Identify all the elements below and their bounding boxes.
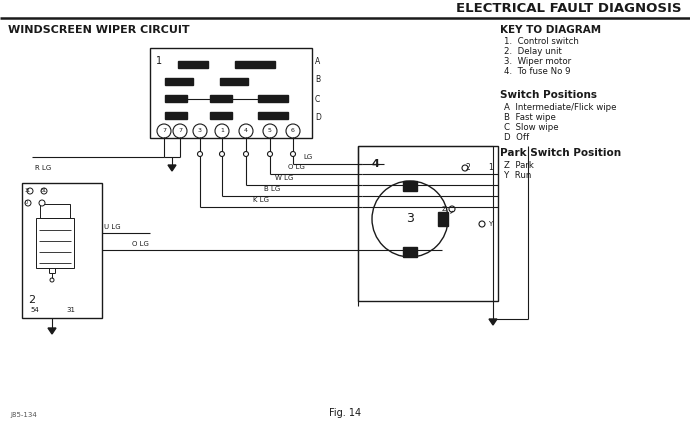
- Text: 3.  Wiper motor: 3. Wiper motor: [504, 58, 571, 66]
- Bar: [210, 112, 232, 119]
- Text: B: B: [315, 75, 320, 84]
- Text: B LG: B LG: [264, 186, 280, 192]
- Circle shape: [359, 193, 364, 199]
- Circle shape: [263, 124, 277, 138]
- Circle shape: [193, 124, 207, 138]
- Bar: [403, 247, 417, 257]
- Text: R LG: R LG: [35, 165, 51, 171]
- Circle shape: [290, 152, 295, 156]
- Text: 7: 7: [178, 129, 182, 133]
- Text: Y: Y: [488, 221, 492, 227]
- Circle shape: [239, 124, 253, 138]
- Text: C  Slow wipe: C Slow wipe: [504, 124, 559, 132]
- Bar: [22, 183, 102, 318]
- Circle shape: [27, 188, 33, 194]
- Bar: [165, 95, 187, 102]
- Circle shape: [39, 200, 45, 206]
- Text: ELECTRICAL FAULT DIAGNOSIS: ELECTRICAL FAULT DIAGNOSIS: [457, 2, 682, 14]
- Text: Fig. 14: Fig. 14: [329, 408, 361, 418]
- Circle shape: [359, 172, 364, 176]
- Text: KEY TO DIAGRAM: KEY TO DIAGRAM: [500, 25, 601, 35]
- Text: 3: 3: [198, 129, 202, 133]
- Circle shape: [359, 204, 364, 210]
- Text: 1: 1: [489, 164, 493, 173]
- Circle shape: [41, 188, 47, 194]
- Circle shape: [372, 181, 448, 257]
- Text: Z  Park: Z Park: [504, 161, 534, 170]
- Text: Park Switch Position: Park Switch Position: [500, 148, 621, 158]
- Text: A  Intermediate/Flick wipe: A Intermediate/Flick wipe: [504, 104, 616, 112]
- Text: 31: 31: [25, 188, 31, 193]
- Text: 7: 7: [162, 129, 166, 133]
- Text: O LG: O LG: [288, 164, 304, 170]
- Circle shape: [173, 124, 187, 138]
- Circle shape: [50, 278, 54, 282]
- Circle shape: [219, 152, 224, 156]
- Text: 1: 1: [156, 56, 162, 66]
- Text: 54: 54: [30, 307, 39, 313]
- Text: W LG: W LG: [275, 175, 293, 181]
- Text: WINDSCREEN WIPER CIRCUIT: WINDSCREEN WIPER CIRCUIT: [8, 25, 190, 35]
- Bar: [438, 212, 448, 226]
- Text: 0: 0: [24, 201, 28, 205]
- Text: 2.  Delay unit: 2. Delay unit: [504, 48, 562, 57]
- Polygon shape: [48, 328, 56, 334]
- Text: B  Fast wipe: B Fast wipe: [504, 113, 556, 123]
- Text: 3: 3: [406, 213, 414, 225]
- Polygon shape: [168, 165, 176, 171]
- Bar: [358, 146, 498, 301]
- Polygon shape: [489, 319, 497, 325]
- Circle shape: [215, 124, 229, 138]
- Text: 31: 31: [66, 307, 75, 313]
- Bar: [36, 218, 74, 268]
- Text: U LG: U LG: [104, 224, 121, 230]
- Text: Y  Run: Y Run: [504, 170, 531, 179]
- Text: 4: 4: [372, 159, 380, 169]
- Text: Z: Z: [441, 206, 446, 212]
- Text: LG: LG: [303, 154, 312, 160]
- Circle shape: [462, 165, 468, 171]
- Text: 4.  To fuse No 9: 4. To fuse No 9: [504, 67, 571, 77]
- Text: D  Off: D Off: [504, 133, 529, 143]
- Text: J85-134: J85-134: [10, 412, 37, 418]
- Text: 5: 5: [268, 129, 272, 133]
- Circle shape: [25, 200, 31, 206]
- Circle shape: [197, 152, 202, 156]
- Circle shape: [244, 152, 248, 156]
- Bar: [258, 95, 288, 102]
- Circle shape: [268, 152, 273, 156]
- Circle shape: [449, 206, 455, 212]
- Bar: [165, 78, 193, 85]
- Text: O LG: O LG: [132, 241, 149, 247]
- Text: D: D: [315, 113, 321, 123]
- Bar: [258, 112, 288, 119]
- Bar: [403, 181, 417, 191]
- Text: Switch Positions: Switch Positions: [500, 90, 597, 100]
- Text: 6: 6: [291, 129, 295, 133]
- Bar: [235, 61, 275, 68]
- Circle shape: [359, 182, 364, 187]
- Text: K LG: K LG: [253, 197, 269, 203]
- Text: 2: 2: [465, 164, 470, 173]
- Text: 2: 2: [28, 295, 35, 305]
- Bar: [165, 112, 187, 119]
- Bar: [210, 95, 232, 102]
- Bar: [150, 48, 312, 138]
- Bar: [220, 78, 248, 85]
- Text: 1.  Control switch: 1. Control switch: [504, 37, 579, 46]
- Text: 4: 4: [244, 129, 248, 133]
- Circle shape: [479, 221, 485, 227]
- Bar: [178, 61, 208, 68]
- Text: C: C: [315, 95, 320, 104]
- Text: 1: 1: [220, 129, 224, 133]
- Text: A: A: [315, 58, 320, 66]
- Bar: [40, 204, 70, 218]
- Circle shape: [286, 124, 300, 138]
- Circle shape: [157, 124, 171, 138]
- Text: 81: 81: [41, 188, 47, 193]
